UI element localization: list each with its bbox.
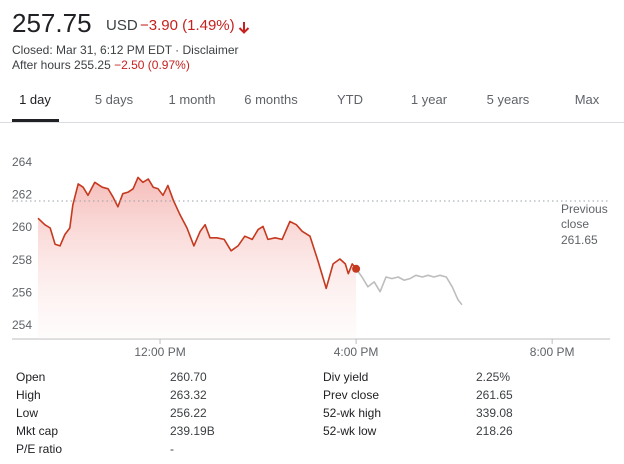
stat-value: 218.26	[476, 424, 513, 438]
stat-label: Prev close	[323, 388, 380, 402]
price-line	[355, 268, 463, 306]
stat-label: Open	[16, 370, 46, 384]
stat-label: Div yield	[323, 370, 369, 384]
range-tab[interactable]: 1 year	[410, 92, 448, 107]
x-tick-label: 12:00 PM	[134, 345, 185, 359]
stat-value: 2.25%	[476, 370, 511, 384]
chart: 254 256 258 260 262 264 12:00 PM 4:00 PM 8:00 PM	[12, 155, 610, 359]
stat-label: Mkt cap	[16, 424, 59, 438]
stat-value: 261.65	[476, 388, 513, 402]
stat-value: 256.22	[170, 406, 207, 420]
y-tick-label: 262	[12, 188, 32, 202]
price: 257.75	[12, 8, 92, 38]
area	[38, 177, 357, 339]
stat-label: Low	[16, 406, 39, 420]
market-status: Closed: Mar 31, 6:12 PM EDT · Disclaimer	[12, 43, 239, 57]
prev-close-label: Previous close	[561, 202, 608, 231]
tab-underline	[12, 119, 59, 122]
price-change: −3.90 (1.49%)	[140, 17, 235, 34]
separator	[0, 122, 624, 123]
stat-value: 263.32	[170, 388, 207, 402]
stat-label: 52-wk high	[323, 406, 382, 420]
after-hours-change: −2.50 (0.97%)	[114, 58, 190, 72]
range-tab[interactable]: 1 day	[19, 92, 51, 107]
stat-value: -	[170, 442, 174, 456]
current-point	[352, 264, 361, 273]
y-tick-label: 264	[12, 155, 32, 169]
stat-value: 339.08	[476, 406, 513, 420]
stat-label: 52-wk low	[323, 424, 377, 438]
x-tick-label: 8:00 PM	[530, 345, 575, 359]
range-tab[interactable]: 6 months	[244, 92, 298, 107]
stat-label: High	[16, 388, 41, 402]
range-tab[interactable]: 5 years	[486, 92, 530, 107]
y-tick-label: 254	[12, 318, 32, 332]
y-tick-label: 256	[12, 285, 32, 299]
range-tab[interactable]: 1 month	[168, 92, 216, 107]
stat-value: 260.70	[170, 370, 207, 384]
prev-close-value: 261.65	[561, 233, 598, 247]
y-tick-label: 258	[12, 253, 32, 267]
price-line	[37, 176, 357, 290]
x-tick-label: 4:00 PM	[334, 345, 379, 359]
after-hours-label: After hours	[12, 58, 71, 72]
range-tab[interactable]: 5 days	[94, 92, 134, 107]
after-hours: After hours 255.25 −2.50 (0.97%)	[12, 58, 190, 72]
stat-value: 239.19B	[170, 424, 215, 438]
after-hours-price: 255.25	[74, 58, 111, 72]
stat-label: P/E ratio	[16, 442, 63, 456]
y-tick-label: 260	[12, 220, 32, 234]
currency: USD	[106, 17, 138, 34]
range-tab[interactable]: Max	[574, 92, 600, 107]
down-arrow	[238, 22, 250, 34]
range-tab[interactable]: YTD	[337, 92, 363, 107]
